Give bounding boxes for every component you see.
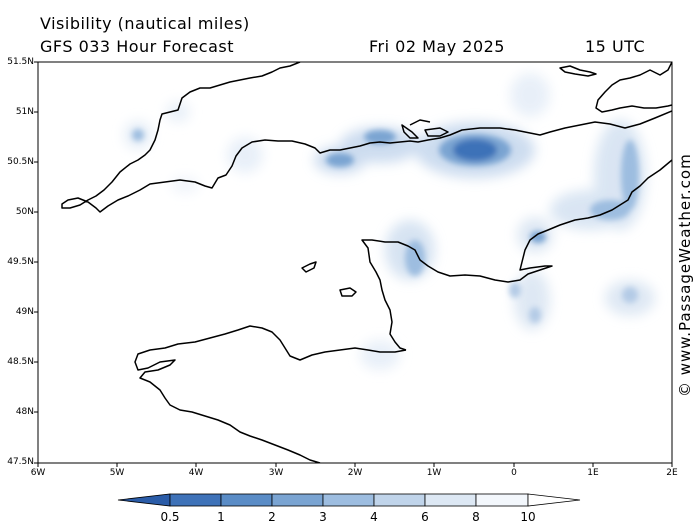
lon-label: 2E [666,468,678,478]
colorbar-label: 8 [472,510,480,524]
colorbar-label: 4 [370,510,378,524]
lon-label: 5W [109,468,125,478]
colorbar-label: 3 [319,510,327,524]
colorbar-label: 1 [217,510,225,524]
colorbar-label: 2 [268,510,276,524]
lat-label: 51N [15,107,34,117]
lat-label: 50.5N [7,157,34,167]
lon-label: 6W [30,468,46,478]
lat-label: 48.5N [7,357,34,367]
colorbar-label: 0.5 [160,510,180,524]
visibility-shading [124,73,655,370]
lon-label: 2W [347,468,363,478]
lat-label: 49N [15,307,34,317]
lat-label: 48N [15,407,34,417]
lon-label: 1E [587,468,599,478]
coastline [61,62,672,463]
colorbar-label: 10 [520,510,536,524]
lat-label: 47.5N [7,457,34,467]
lat-label: 51.5N [7,57,34,67]
watermark-text: © www.PassageWeather.com [676,153,694,397]
colorbar-label: 6 [421,510,429,524]
colorbar [117,493,581,507]
lon-label: 1W [426,468,442,478]
forecast-date: Fri 02 May 2025 [369,37,505,56]
forecast-time: 15 UTC [585,37,646,56]
forecast-label: GFS 033 Hour Forecast [40,37,235,56]
axis-ticks [34,61,673,467]
lon-label: 3W [268,468,284,478]
lon-label: 4W [188,468,204,478]
map-title: Visibility (nautical miles) [40,14,250,33]
lon-label: 0 [511,468,517,478]
lat-label: 50N [15,207,34,217]
lat-label: 49.5N [7,257,34,267]
